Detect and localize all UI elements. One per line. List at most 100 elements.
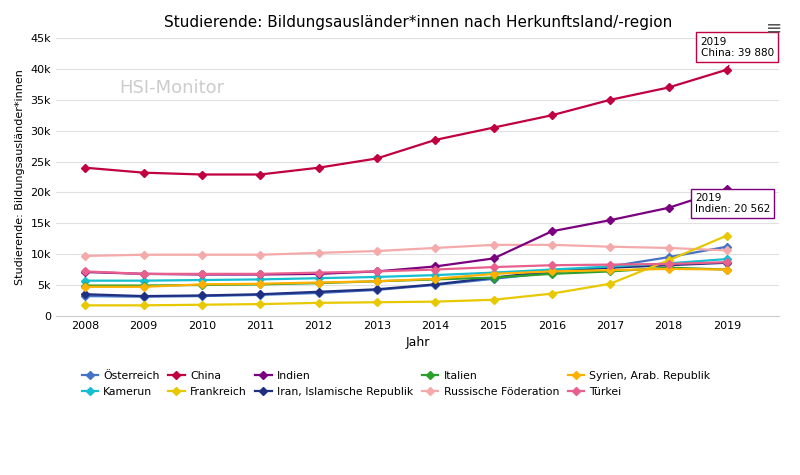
China [664,85,674,90]
Türkei [489,264,498,270]
Österreich [81,293,90,299]
Italien [372,278,382,284]
Indien [547,228,557,234]
Line: Indien: Indien [82,186,730,277]
Türkei [722,259,732,265]
Türkei [664,261,674,267]
China [722,67,732,73]
Syrien, Arab. Republik [372,278,382,284]
Syrien, Arab. Republik [722,266,732,272]
Iran, Islamische Republik [138,293,148,299]
Legend: Österreich, Kamerun, China, Frankreich, Indien, Iran, Islamische Republik, Itali: Österreich, Kamerun, China, Frankreich, … [82,371,710,397]
Iran, Islamische Republik [197,293,206,298]
Text: 2019
China: 39 880: 2019 China: 39 880 [701,37,774,67]
Syrien, Arab. Republik [81,284,90,290]
Italien [197,282,206,288]
China [81,165,90,171]
Frankreich [314,300,323,306]
Österreich [255,292,265,298]
Syrien, Arab. Republik [314,280,323,285]
Indien [606,218,615,223]
Text: 2019
Indien: 20 562: 2019 Indien: 20 562 [694,191,770,214]
Russische Föderation [81,253,90,259]
Österreich [664,254,674,260]
Italien [606,268,615,274]
X-axis label: Jahr: Jahr [406,336,430,349]
Indien [314,271,323,277]
Indien [722,186,732,192]
Iran, Islamische Republik [314,289,323,294]
Iran, Islamische Republik [664,262,674,268]
Line: Österreich: Österreich [82,244,730,300]
Kamerun [489,270,498,275]
Frankreich [81,303,90,308]
Kamerun [255,276,265,282]
Title: Studierende: Bildungsausländer*innen nach Herkunftsland/-region: Studierende: Bildungsausländer*innen nac… [163,15,672,30]
Iran, Islamische Republik [489,275,498,280]
Iran, Islamische Republik [547,268,557,274]
Syrien, Arab. Republik [606,267,615,273]
Kamerun [372,274,382,280]
Russische Föderation [255,252,265,257]
Text: HSI-Monitor: HSI-Monitor [119,79,224,97]
Türkei [547,262,557,268]
Indien [197,272,206,277]
Y-axis label: Studierende: Bildungsausländer*innen: Studierende: Bildungsausländer*innen [15,69,25,285]
Line: Russische Föderation: Russische Föderation [82,242,730,259]
Syrien, Arab. Republik [430,276,440,282]
Frankreich [722,233,732,238]
Frankreich [138,303,148,308]
Italien [430,276,440,282]
Russische Föderation [430,245,440,251]
Syrien, Arab. Republik [255,281,265,286]
Österreich [489,276,498,282]
Indien [372,268,382,274]
Indien [664,205,674,211]
Österreich [197,293,206,299]
Syrien, Arab. Republik [138,284,148,290]
China [430,137,440,143]
Kamerun [430,272,440,278]
Kamerun [197,277,206,283]
China [138,170,148,175]
Kamerun [81,278,90,284]
Kamerun [547,266,557,272]
Italien [138,283,148,288]
Russische Föderation [489,242,498,247]
Text: ≡: ≡ [766,18,782,37]
Österreich [547,270,557,275]
Kamerun [606,264,615,269]
Russische Föderation [372,248,382,254]
Iran, Islamische Republik [372,286,382,292]
Frankreich [489,297,498,303]
Russische Föderation [722,247,732,253]
Russische Föderation [664,245,674,251]
Indien [430,264,440,269]
Frankreich [664,257,674,263]
Russische Föderation [547,242,557,247]
Österreich [138,294,148,300]
Türkei [81,268,90,274]
Russische Föderation [314,250,323,256]
Indien [138,271,148,277]
Frankreich [430,299,440,304]
Indien [489,256,498,261]
Kamerun [722,256,732,262]
Frankreich [606,281,615,286]
Indien [255,272,265,277]
Syrien, Arab. Republik [547,268,557,274]
Line: Iran, Islamische Republik: Iran, Islamische Republik [82,260,730,299]
Italien [255,282,265,287]
Russische Föderation [138,252,148,257]
Kamerun [314,276,323,281]
Türkei [606,262,615,267]
China [547,113,557,118]
Italien [314,280,323,286]
China [255,171,265,177]
Österreich [372,287,382,293]
Russische Föderation [197,252,206,257]
China [489,125,498,131]
Line: China: China [82,66,730,178]
Türkei [430,266,440,272]
Iran, Islamische Republik [606,265,615,271]
